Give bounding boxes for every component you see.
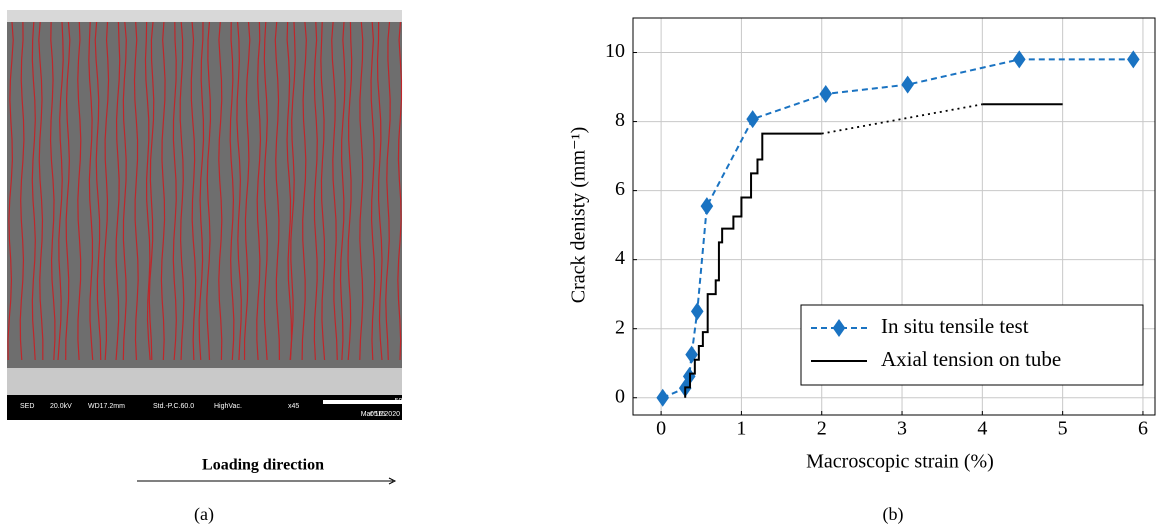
marker <box>1127 50 1140 69</box>
crack-line <box>148 21 155 361</box>
x-tick-label: 3 <box>897 418 907 440</box>
crack-line <box>286 21 293 361</box>
crack-line <box>144 21 151 361</box>
x-tick-label: 6 <box>1138 418 1148 440</box>
crack-line <box>256 21 262 361</box>
info-text: HighVac. <box>214 403 242 410</box>
crack-line <box>385 21 391 361</box>
y-tick-label: 4 <box>615 247 625 269</box>
crack-line <box>359 21 364 361</box>
crack-line <box>38 21 44 361</box>
y-tick-label: 8 <box>615 109 625 131</box>
crack-line <box>301 21 307 361</box>
y-axis-label: Crack denisty (mm⁻¹) <box>568 127 590 304</box>
micrograph-edge <box>7 10 402 22</box>
crack-line <box>236 21 242 361</box>
crack-line <box>7 21 14 361</box>
legend-box <box>800 304 1144 386</box>
crack-line <box>229 21 235 361</box>
crack-line <box>274 21 281 361</box>
info-text: SED <box>20 403 34 410</box>
y-tick-label: 10 <box>605 40 625 62</box>
crack-line <box>320 21 326 361</box>
marker <box>819 84 833 103</box>
x-axis-label: Macroscopic strain (%) <box>806 451 994 473</box>
crack-line <box>339 21 346 361</box>
crack-line <box>49 21 56 361</box>
crack-line <box>376 21 383 361</box>
crack-line <box>88 21 94 361</box>
marker <box>690 302 704 321</box>
crack-line <box>19 21 25 361</box>
crack-line <box>347 21 353 361</box>
marker <box>685 345 698 364</box>
crack-line <box>31 21 36 361</box>
crack-line <box>103 21 110 361</box>
legend-marker <box>832 319 846 337</box>
crack-line <box>206 21 212 361</box>
legend-label: In situ tensile test <box>881 314 1029 338</box>
crack-line <box>77 21 82 361</box>
micrograph-edge <box>7 368 402 395</box>
micrograph: SED 20.0kV WD17.2mm Std.-P.C.60.0 HighVac. x4… <box>7 10 416 420</box>
arrow-head <box>388 477 397 485</box>
info-text: Std.-P.C.60.0 <box>153 403 194 410</box>
crack-line <box>65 21 71 361</box>
crack-line <box>190 21 197 361</box>
marker <box>901 75 914 94</box>
y-tick-label: 2 <box>615 316 625 338</box>
info-text: WD17.2mm <box>88 403 125 410</box>
crack-line <box>160 21 166 361</box>
y-tick-label: 0 <box>615 385 625 407</box>
x-tick-label: 1 <box>736 418 746 440</box>
crack-line <box>243 21 251 361</box>
scale-bar <box>323 400 412 404</box>
crack-line <box>263 21 268 361</box>
marker <box>746 110 759 129</box>
crack-line <box>133 21 139 361</box>
info-text: 500um <box>395 398 417 405</box>
crack-line <box>370 21 376 361</box>
info-text: x45 <box>288 403 299 410</box>
x-tick-label: 2 <box>817 418 827 440</box>
x-tick-label: 4 <box>977 418 987 440</box>
crack-line <box>397 21 403 361</box>
crack-line <box>218 21 223 361</box>
x-tick-label: 5 <box>1058 418 1068 440</box>
info-bar <box>7 395 402 420</box>
crack-line <box>313 21 318 361</box>
x-tick-label: 0 <box>656 418 666 440</box>
crack-line <box>331 21 338 361</box>
series-line <box>684 103 1063 398</box>
legend-label: Axial tension on tube <box>881 347 1061 371</box>
crack-line <box>115 21 121 361</box>
info-text: 20.0kV <box>50 403 72 410</box>
panel-label: (b) <box>883 504 904 525</box>
crack-line <box>57 21 64 361</box>
crack-line <box>94 21 102 361</box>
crack-line <box>289 21 296 361</box>
crack-line <box>198 21 205 361</box>
info-text: 0515 <box>370 411 386 418</box>
marker <box>700 197 714 216</box>
marker <box>1012 50 1026 69</box>
marker <box>656 388 670 407</box>
y-tick-label: 6 <box>615 178 625 200</box>
crack-line <box>122 21 127 361</box>
caption: Loading direction <box>202 457 324 474</box>
crack-line <box>179 21 185 361</box>
info-text: Mar 16 2020 <box>361 411 400 418</box>
plot-frame <box>632 17 1156 416</box>
panel-label: (a) <box>194 504 214 525</box>
crack-line <box>172 21 177 361</box>
